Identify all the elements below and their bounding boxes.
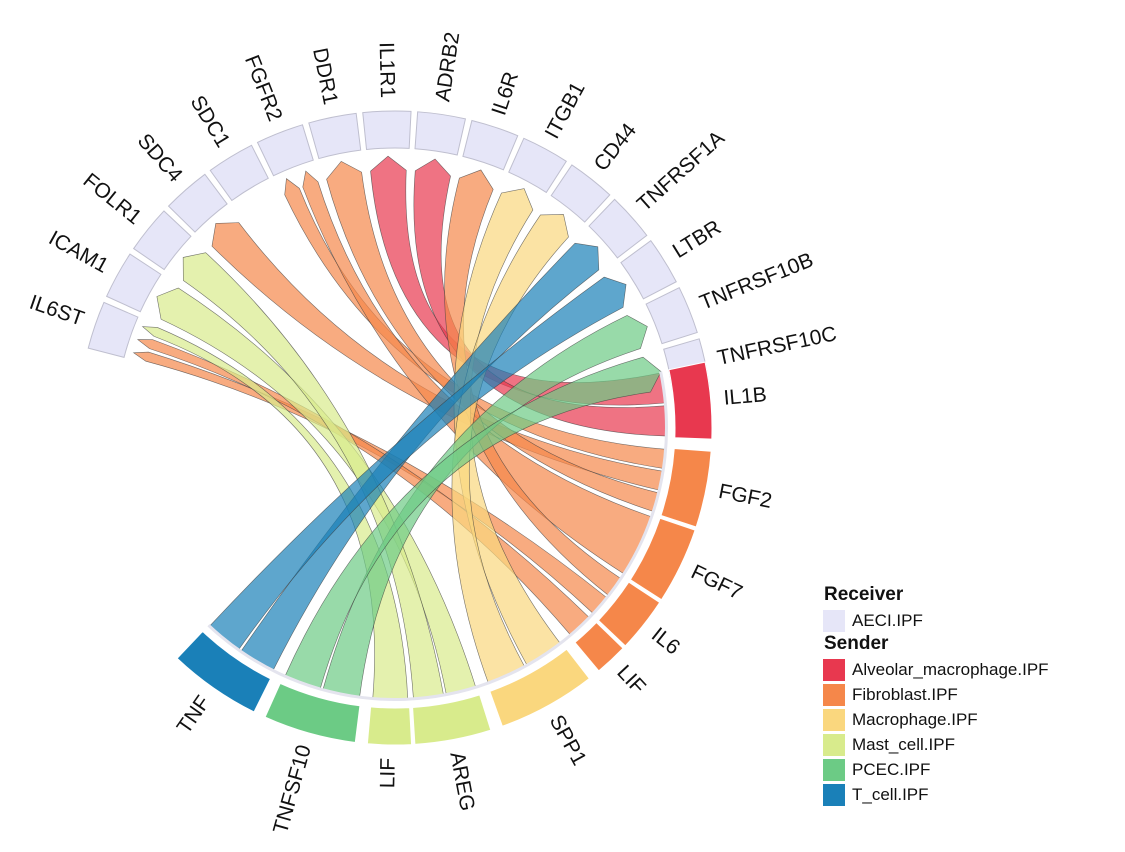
sender-sector-spp1-5 <box>489 648 590 727</box>
receiver-label-ltbr: LTBR <box>669 216 725 263</box>
receiver-label-il6r: IL6R <box>487 69 523 118</box>
receiver-label-il1r1: IL1R1 <box>375 42 399 99</box>
receiver-sector-ltbr <box>620 240 677 300</box>
receiver-sector-il6st <box>87 301 139 359</box>
receiver-sector-adrb2 <box>414 111 467 156</box>
sender-sector-tnfsf10-8 <box>264 682 361 744</box>
sender-sector-fgf7-2 <box>629 517 696 601</box>
sectors-layer <box>87 110 713 746</box>
receiver-sector-icam1 <box>105 253 162 313</box>
sender-label-il6-3: IL6 <box>647 623 684 659</box>
legend-label: Macrophage.IPF <box>852 709 978 729</box>
legend-item-pcec-ipf: PCEC.IPF <box>822 757 1049 782</box>
legend-swatch <box>822 657 846 682</box>
sender-label-tnf-9: TNF <box>173 692 215 739</box>
sender-sector-lif-7 <box>366 706 413 746</box>
sender-sector-il6-3 <box>597 581 661 647</box>
legend-swatch <box>822 608 846 633</box>
sender-legend-list: Alveolar_macrophage.IPF Fibroblast.IPF Mac… <box>822 657 1049 807</box>
receiver-label-tnfrsf10c: TNFRSF10C <box>715 322 838 370</box>
legend-label: Alveolar_macrophage.IPF <box>852 659 1049 679</box>
link-fgf2-fgfr2 <box>284 178 667 469</box>
sender-label-tnfsf10-8: TNFSF10 <box>269 742 316 836</box>
legend-label: AECI.IPF <box>852 610 923 630</box>
sender-sector-fgf2-1 <box>660 447 712 528</box>
sender-sector-tnf-9 <box>176 630 272 713</box>
links-layer <box>132 155 668 701</box>
receiver-sector-il1r1 <box>362 110 412 151</box>
receiver-sector-itgb1 <box>508 137 568 194</box>
link-tnf-ltbr <box>208 276 627 651</box>
legend-label: Mast_cell.IPF <box>852 734 955 754</box>
receiver-label-itgb1: ITGB1 <box>541 78 590 142</box>
legend: Receiver AECI.IPF Sender Alveolar_macrop… <box>822 584 1049 807</box>
receiver-sector-folr1 <box>132 210 192 271</box>
legend-swatch <box>822 782 846 807</box>
receiver-label-ddr1: DDR1 <box>308 46 342 107</box>
receiver-sector-sdc1 <box>209 144 269 202</box>
sender-label-spp1-5: SPP1 <box>545 711 591 769</box>
receiver-sector-tnfrsf1a <box>588 198 648 259</box>
receiver-sector-sdc4 <box>167 173 228 233</box>
legend-item-alveolar-macrophage-ipf: Alveolar_macrophage.IPF <box>822 657 1049 682</box>
sender-label-lif-7: LIF <box>376 758 400 789</box>
link-il6-il6st <box>132 351 608 615</box>
receiver-sector-ddr1 <box>308 112 362 160</box>
legend-swatch <box>822 707 846 732</box>
link-areg-folr1 <box>182 252 444 700</box>
sender-label-il1b-0: IL1B <box>723 383 768 410</box>
sender-sector-il1b-0 <box>668 361 713 440</box>
legend-label: T_cell.IPF <box>852 784 929 804</box>
link-il6-il6r <box>444 169 622 597</box>
legend-label: PCEC.IPF <box>852 759 931 779</box>
sender-label-areg-6: AREG <box>445 750 479 813</box>
link-tnf-tnfrsf1a <box>240 242 600 672</box>
legend-receiver-title: Receiver <box>824 584 904 605</box>
receiver-label-cd44: CD44 <box>590 119 642 176</box>
receiver-label-il6st: IL6ST <box>27 291 88 331</box>
link-tnfsf10-tnfrsf10c <box>284 356 662 690</box>
receiver-label-icam1: ICAM1 <box>45 227 112 278</box>
legend-item-mast-cell-ipf: Mast_cell.IPF <box>822 732 1049 757</box>
legend-swatch <box>822 757 846 782</box>
receiver-label-tnfrsf10b: TNFRSF10B <box>697 248 817 314</box>
sender-label-fgf2-1: FGF2 <box>717 480 774 513</box>
receiver-sector-il6r <box>462 119 519 171</box>
link-tnfsf10-tnfrsf10b <box>322 315 648 699</box>
receiver-label-fgfr2: FGFR2 <box>240 52 286 124</box>
sender-label-lif-4: LIF <box>612 661 650 699</box>
legend-swatch <box>822 682 846 707</box>
legend-label: Fibroblast.IPF <box>852 684 958 704</box>
sender-sector-areg-6 <box>412 694 492 745</box>
receiver-label-sdc1: SDC1 <box>186 92 235 152</box>
receiver-sector-cd44 <box>550 164 611 223</box>
receiver-label-sdc4: SDC4 <box>133 129 187 187</box>
link-spp1-itgb1 <box>453 188 562 667</box>
link-spp1-cd44 <box>451 214 569 684</box>
receiver-label-folr1: FOLR1 <box>79 169 146 229</box>
legend-item-receiver: AECI.IPF <box>822 608 1049 633</box>
sender-label-fgf7-2: FGF7 <box>688 560 746 604</box>
receiver-sector-fgfr2 <box>256 124 314 177</box>
sender-sector-lif-4 <box>574 621 624 672</box>
legend-item-macrophage-ipf: Macrophage.IPF <box>822 707 1049 732</box>
legend-item-fibroblast-ipf: Fibroblast.IPF <box>822 682 1049 707</box>
receiver-label-tnfrsf1a: TNFRSF1A <box>633 127 729 216</box>
legend-swatch <box>822 732 846 757</box>
receiver-sector-tnfrsf10b <box>645 287 698 345</box>
legend-item-t-cell-ipf: T_cell.IPF <box>822 782 1049 807</box>
legend-sender-title: Sender <box>824 633 889 654</box>
receiver-label-adrb2: ADRB2 <box>431 30 464 103</box>
